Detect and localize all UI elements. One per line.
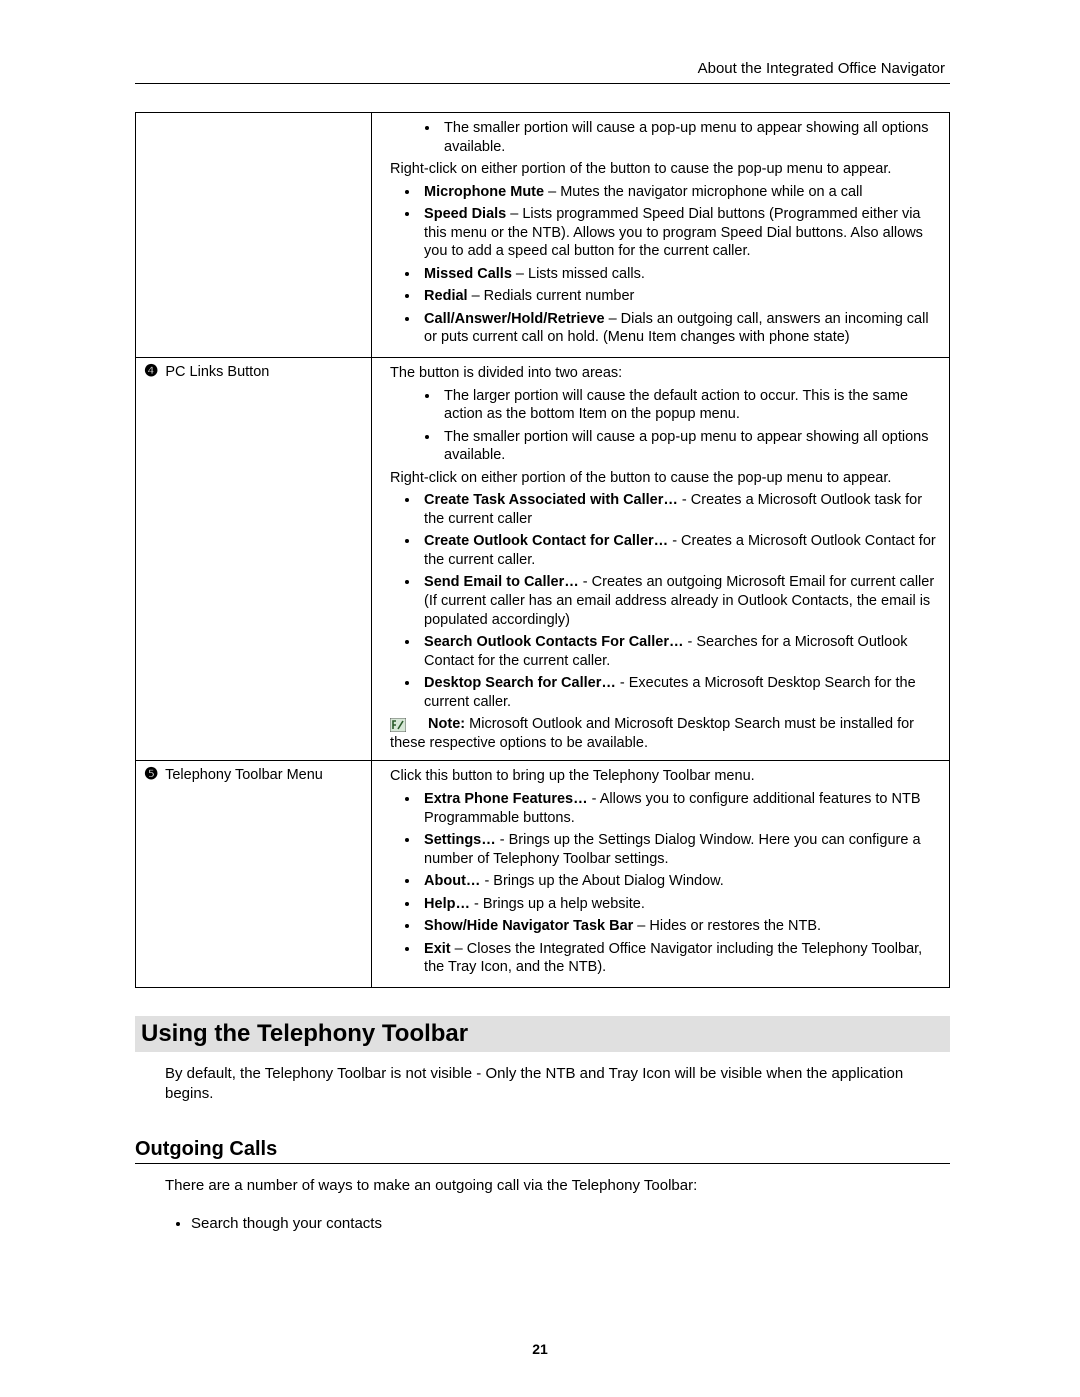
row0-label-cell [136, 113, 372, 358]
item-bold: Missed Calls [424, 266, 512, 282]
list-item: Desktop Search for Caller… - Executes a … [420, 674, 943, 711]
row2-items: Extra Phone Features… - Allows you to co… [382, 790, 943, 977]
list-item: Send Email to Caller… - Creates an outgo… [420, 573, 943, 629]
item-bold: Help… [424, 896, 470, 912]
row1-para1: Right-click on either portion of the but… [390, 469, 943, 488]
item-bold: Microphone Mute [424, 184, 544, 200]
row1-label-text: PC Links Button [161, 364, 269, 380]
section2-heading: Outgoing Calls [135, 1138, 950, 1161]
note-rest: Microsoft Outlook and Microsoft Desktop … [390, 716, 914, 751]
list-item: The smaller portion will cause a pop-up … [440, 119, 943, 156]
row2-content-cell: Click this button to bring up the Teleph… [372, 761, 950, 987]
item-bold: Create Task Associated with Caller… [424, 492, 678, 508]
list-item: Redial – Redials current number [420, 287, 943, 306]
list-item: The smaller portion will cause a pop-up … [440, 428, 943, 465]
item-bold: Speed Dials [424, 206, 506, 222]
item-rest: - Brings up a help website. [470, 896, 645, 912]
note-bold: Note: [428, 716, 465, 732]
item-bold: About… [424, 873, 480, 889]
list-item: Search though your contacts [191, 1215, 950, 1232]
list-item: Show/Hide Navigator Task Bar – Hides or … [420, 917, 943, 936]
item-rest: - Brings up the Settings Dialog Window. … [424, 832, 920, 867]
table-row: ❺ Telephony Toolbar Menu Click this butt… [136, 761, 950, 987]
feature-table: The smaller portion will cause a pop-up … [135, 112, 950, 988]
header-rule [135, 83, 950, 84]
row2-intro: Click this button to bring up the Teleph… [390, 767, 943, 786]
list-item: Missed Calls – Lists missed calls. [420, 265, 943, 284]
row0-items: Microphone Mute – Mutes the navigator mi… [382, 183, 943, 347]
list-item: Settings… - Brings up the Settings Dialo… [420, 831, 943, 868]
row1-number-icon: ❹ [144, 363, 158, 380]
section2-para: There are a number of ways to make an ou… [165, 1176, 950, 1196]
page-header: About the Integrated Office Navigator [135, 60, 950, 77]
list-item: Search Outlook Contacts For Caller… - Se… [420, 633, 943, 670]
row1-label-cell: ❹ PC Links Button [136, 358, 372, 761]
item-bold: Redial [424, 288, 468, 304]
item-rest: – Hides or restores the NTB. [633, 918, 821, 934]
table-row: ❹ PC Links Button The button is divided … [136, 358, 950, 761]
row2-label-text: Telephony Toolbar Menu [161, 767, 323, 783]
list-item: Exit – Closes the Integrated Office Navi… [420, 940, 943, 977]
list-item: Call/Answer/Hold/Retrieve – Dials an out… [420, 310, 943, 347]
list-item: The larger portion will cause the defaul… [440, 387, 943, 424]
page-number: 21 [0, 1341, 1080, 1357]
row0-bullets-a: The smaller portion will cause a pop-up … [382, 119, 943, 156]
note-icon [390, 718, 406, 732]
list-item: Create Task Associated with Caller… - Cr… [420, 491, 943, 528]
item-bold: Extra Phone Features… [424, 791, 588, 807]
section2-rule [135, 1163, 950, 1164]
item-bold: Settings… [424, 832, 496, 848]
item-rest: - Brings up the About Dialog Window. [480, 873, 723, 889]
item-bold: Search Outlook Contacts For Caller… [424, 634, 683, 650]
item-bold: Desktop Search for Caller… [424, 675, 616, 691]
item-rest: – Lists missed calls. [512, 266, 645, 282]
row1-intro: The button is divided into two areas: [390, 364, 943, 383]
item-rest: – Redials current number [468, 288, 635, 304]
section1-para: By default, the Telephony Toolbar is not… [165, 1064, 950, 1105]
row1-items: Create Task Associated with Caller… - Cr… [382, 491, 943, 711]
list-item: About… - Brings up the About Dialog Wind… [420, 872, 943, 891]
section1-heading: Using the Telephony Toolbar [135, 1016, 950, 1052]
item-bold: Show/Hide Navigator Task Bar [424, 918, 633, 934]
list-item: Microphone Mute – Mutes the navigator mi… [420, 183, 943, 202]
row0-content-cell: The smaller portion will cause a pop-up … [372, 113, 950, 358]
row0-para1: Right-click on either portion of the but… [390, 160, 943, 179]
item-bold: Call/Answer/Hold/Retrieve [424, 311, 605, 327]
row1-content-cell: The button is divided into two areas: Th… [372, 358, 950, 761]
list-item: Extra Phone Features… - Allows you to co… [420, 790, 943, 827]
list-item: Help… - Brings up a help website. [420, 895, 943, 914]
item-bold: Send Email to Caller… [424, 574, 579, 590]
item-bold: Exit [424, 941, 451, 957]
section2-bullets: Search though your contacts [191, 1215, 950, 1232]
row2-label-cell: ❺ Telephony Toolbar Menu [136, 761, 372, 987]
list-item: Speed Dials – Lists programmed Speed Dia… [420, 205, 943, 261]
row1-bullets-a: The larger portion will cause the defaul… [382, 387, 943, 465]
item-rest: – Mutes the navigator microphone while o… [544, 184, 862, 200]
row1-note: Note: Microsoft Outlook and Microsoft De… [390, 715, 943, 752]
item-rest: – Closes the Integrated Office Navigator… [424, 941, 922, 976]
item-bold: Create Outlook Contact for Caller… [424, 533, 668, 549]
list-item: Create Outlook Contact for Caller… - Cre… [420, 532, 943, 569]
table-row: The smaller portion will cause a pop-up … [136, 113, 950, 358]
row2-number-icon: ❺ [144, 766, 158, 783]
